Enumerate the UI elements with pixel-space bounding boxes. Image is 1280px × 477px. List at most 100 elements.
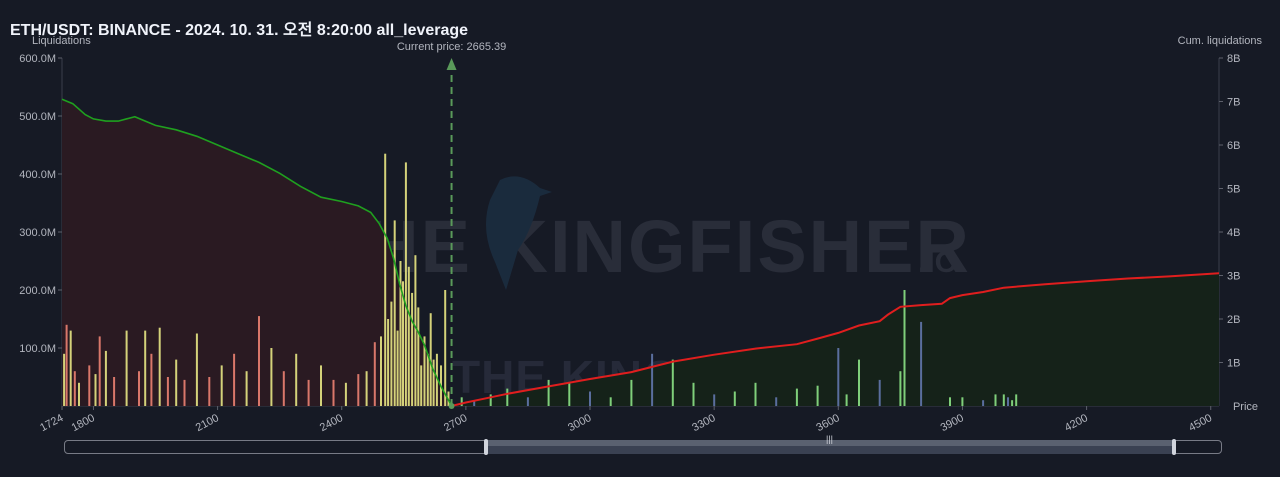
grip-icon[interactable]: ||| (826, 434, 834, 444)
liquidation-bar (282, 371, 285, 406)
liquidation-bar (713, 394, 716, 406)
liquidation-bar (435, 353, 438, 406)
liquidation-bar (104, 350, 107, 406)
liquidation-bar (78, 382, 80, 406)
liquidation-bar (630, 379, 633, 406)
current-price-label: Current price: 2665.39 (397, 41, 506, 53)
liquidation-bar (113, 377, 116, 406)
liquidation-bar (233, 353, 236, 406)
x-tick-label: 3900 (939, 412, 966, 434)
liquidation-bar (526, 397, 529, 406)
x-axis-title: Price (1233, 401, 1258, 413)
liquidation-bar (387, 319, 390, 406)
liquidation-bar (357, 374, 360, 406)
liquidation-bar (733, 391, 736, 406)
liquidation-bar (1015, 394, 1018, 406)
liquidation-bar (195, 333, 198, 406)
y2-axis-title: Cum. liquidations (1178, 35, 1263, 47)
liquidation-bar (845, 394, 848, 406)
liquidation-bar (816, 385, 819, 406)
liquidation-bar (320, 365, 322, 406)
liquidation-bar (373, 342, 376, 406)
liquidation-bar (920, 321, 923, 406)
x-tick-label: 2400 (318, 412, 345, 434)
liquidation-bar (166, 377, 169, 406)
liquidation-bar (402, 281, 404, 406)
liquidation-bar (460, 397, 463, 406)
liquidation-bar (420, 365, 423, 406)
liquidation-bar (982, 400, 985, 406)
liquidation-bar (411, 292, 414, 406)
liquidation-bar (258, 316, 260, 406)
y-axis-title: Liquidations (32, 35, 91, 47)
liquidation-bar (432, 359, 435, 406)
x-tick-label: 1724 (38, 412, 65, 434)
liquidation-bar (63, 353, 66, 406)
liquidation-bar (399, 261, 402, 406)
liquidation-bar (144, 330, 147, 406)
liquidation-bar (795, 388, 798, 406)
liquidation-bar (429, 313, 432, 406)
liquidation-bar (73, 371, 76, 406)
y2-tick-label: 2B (1227, 314, 1240, 326)
y-axis-ticks: 100.0M 200.0M 300.0M 400.0M 500.0M 600.0M (19, 53, 62, 355)
cumulative-lines (61, 98, 1220, 407)
liquidation-bar (407, 266, 410, 406)
liquidation-bar (837, 348, 840, 406)
x-axis-ticks: 1724 1800 2100 2400 2700 3000 3300 3600 3900 4200… (38, 406, 1214, 434)
x-tick-label: 2100 (194, 412, 221, 434)
liquidation-bar (775, 397, 778, 406)
liquidation-bar (404, 162, 407, 406)
y-tick-label: 100.0M (19, 343, 56, 355)
liquidation-bar (903, 290, 906, 406)
liquidation-bar (1007, 397, 1009, 406)
range-handle-left[interactable] (484, 439, 488, 455)
x-tick-label: 4500 (1187, 412, 1214, 434)
range-scroller-window[interactable] (486, 440, 1174, 454)
liquidation-bar (878, 379, 881, 406)
y2-tick-label: 8B (1227, 53, 1240, 65)
liquidation-bar (220, 365, 223, 406)
liquidation-bar (444, 290, 447, 406)
liquidation-bar (858, 359, 860, 406)
liquidation-bar (393, 220, 396, 406)
kingfisher-bird-icon (486, 176, 552, 290)
liquidation-bar (175, 359, 178, 406)
chart-title: ETH/USDT: BINANCE - 2024. 10. 31. 오전 8:2… (10, 22, 469, 39)
liquidation-bar (671, 359, 674, 406)
liquidation-bar (547, 379, 550, 406)
liquidation-bar (692, 382, 695, 406)
liquidation-bar (183, 379, 186, 406)
liquidation-bar (651, 353, 654, 406)
liquidation-bar (568, 382, 571, 406)
liquidation-bar (414, 255, 417, 406)
y2-tick-label: 1B (1227, 358, 1240, 370)
liquidation-bar (589, 391, 591, 406)
x-tick-label: 1800 (70, 412, 97, 434)
long-cum-line (61, 98, 453, 407)
liquidation-bar (506, 388, 509, 406)
x-tick-label: 3300 (690, 412, 717, 434)
liquidation-bar (384, 153, 387, 406)
short-cum-area (451, 273, 1219, 406)
y2-tick-label: 5B (1227, 184, 1240, 196)
current-price-arrow-icon (446, 58, 457, 70)
liquidation-bar (208, 377, 211, 406)
liquidation-bar (158, 327, 161, 406)
x-tick-label: 3000 (566, 412, 593, 434)
liquidation-bar (98, 336, 101, 406)
y-tick-label: 600.0M (19, 53, 56, 65)
liquidation-bar (390, 301, 393, 406)
liquidation-bar (961, 397, 964, 406)
liquidation-bar (423, 336, 426, 406)
liquidation-bar (307, 379, 310, 406)
x-tick-label: 3600 (814, 412, 841, 434)
liquidation-bar (88, 365, 91, 406)
liquidation-bar (245, 371, 248, 406)
range-handle-right[interactable] (1172, 439, 1176, 455)
liquidation-bar (380, 336, 382, 406)
y2-axis-ticks: 1B 2B 3B 4B 5B 6B 7B 8B (1219, 53, 1240, 370)
liquidation-bar (65, 324, 68, 406)
liquidation-bar (426, 353, 429, 406)
